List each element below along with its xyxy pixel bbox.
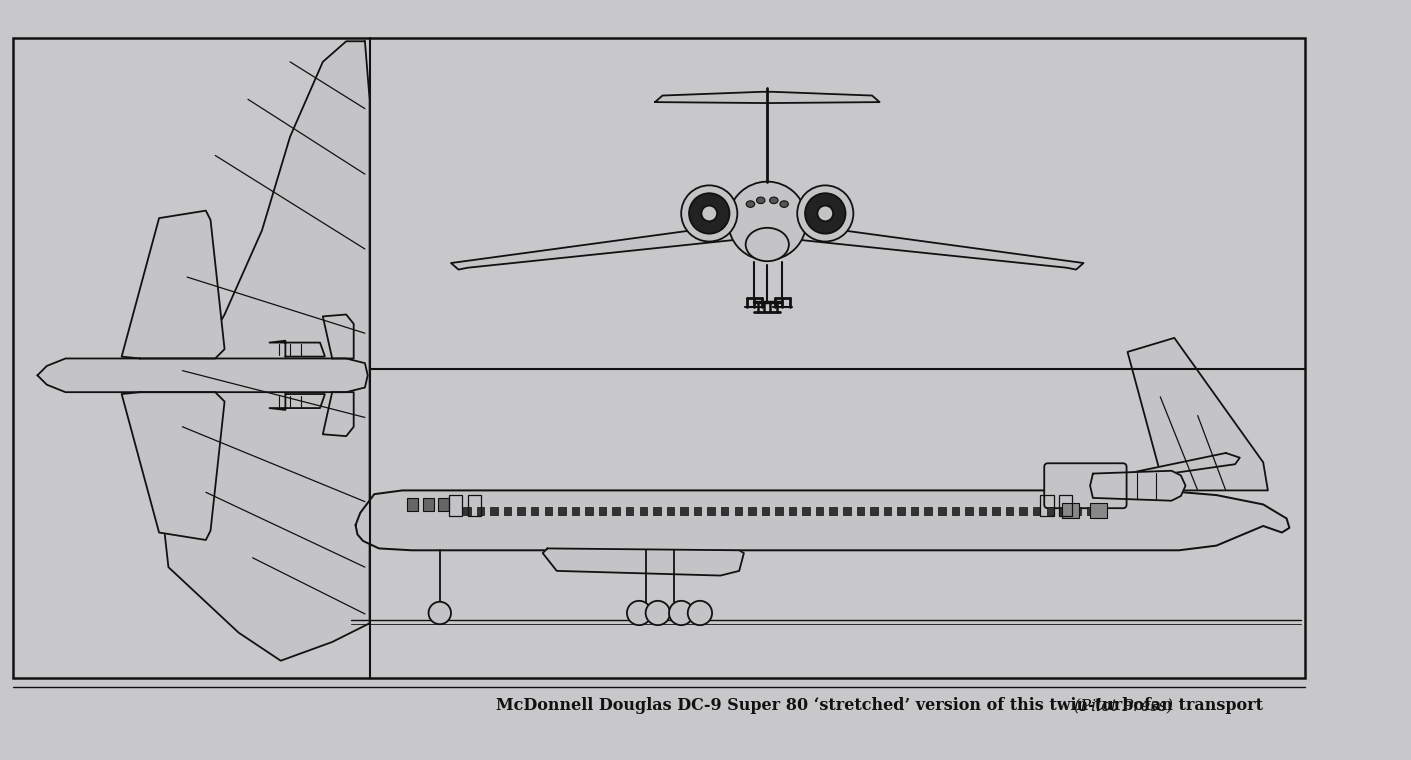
Circle shape bbox=[626, 601, 652, 625]
Bar bbox=[406, 498, 418, 511]
Bar bbox=[666, 507, 674, 515]
Circle shape bbox=[682, 185, 738, 242]
Polygon shape bbox=[356, 490, 1290, 550]
Polygon shape bbox=[159, 41, 370, 660]
Bar bbox=[531, 507, 539, 515]
Circle shape bbox=[687, 601, 713, 625]
Circle shape bbox=[646, 601, 670, 625]
Circle shape bbox=[669, 601, 693, 625]
Bar bbox=[504, 507, 511, 515]
FancyBboxPatch shape bbox=[1044, 464, 1126, 508]
Bar bbox=[992, 507, 1000, 515]
Bar bbox=[816, 507, 824, 515]
Bar bbox=[626, 507, 634, 515]
Ellipse shape bbox=[746, 201, 755, 207]
Polygon shape bbox=[270, 394, 325, 410]
Bar bbox=[612, 507, 619, 515]
Bar bbox=[477, 507, 484, 515]
Bar bbox=[437, 498, 449, 511]
Bar bbox=[762, 507, 769, 515]
Bar bbox=[883, 507, 892, 515]
Circle shape bbox=[817, 206, 832, 221]
Circle shape bbox=[429, 602, 452, 624]
Polygon shape bbox=[121, 392, 224, 540]
Bar bbox=[1074, 507, 1081, 515]
Bar bbox=[1091, 502, 1108, 518]
Bar bbox=[803, 507, 810, 515]
Bar bbox=[1060, 495, 1072, 516]
Polygon shape bbox=[121, 211, 224, 359]
Bar bbox=[423, 498, 435, 511]
Ellipse shape bbox=[756, 197, 765, 204]
Bar bbox=[1062, 502, 1079, 518]
Bar bbox=[1019, 507, 1027, 515]
Polygon shape bbox=[543, 549, 744, 575]
Bar bbox=[463, 507, 471, 515]
Bar bbox=[1033, 507, 1040, 515]
Circle shape bbox=[701, 206, 717, 221]
Bar bbox=[912, 507, 919, 515]
Bar bbox=[1040, 495, 1054, 516]
Polygon shape bbox=[38, 359, 368, 392]
Bar bbox=[490, 507, 498, 515]
Text: (Pilot Press): (Pilot Press) bbox=[1074, 697, 1173, 714]
Bar bbox=[598, 507, 607, 515]
Bar bbox=[449, 495, 463, 516]
Bar bbox=[735, 507, 742, 515]
Circle shape bbox=[806, 193, 845, 233]
Bar bbox=[559, 507, 566, 515]
Bar bbox=[748, 507, 755, 515]
Polygon shape bbox=[1091, 470, 1185, 501]
Bar bbox=[545, 507, 552, 515]
Ellipse shape bbox=[769, 197, 777, 204]
Polygon shape bbox=[797, 225, 1084, 270]
Bar bbox=[518, 507, 525, 515]
Circle shape bbox=[797, 185, 854, 242]
Bar bbox=[1088, 507, 1095, 515]
Text: McDonnell Douglas DC-9 Super 80 ‘stretched’ version of this twin-turbofan transp: McDonnell Douglas DC-9 Super 80 ‘stretch… bbox=[495, 697, 1268, 714]
Polygon shape bbox=[452, 225, 738, 270]
Bar bbox=[830, 507, 837, 515]
Polygon shape bbox=[323, 392, 354, 436]
Ellipse shape bbox=[780, 201, 789, 207]
Bar bbox=[1006, 507, 1013, 515]
Ellipse shape bbox=[745, 228, 789, 261]
Bar bbox=[653, 507, 660, 515]
Circle shape bbox=[728, 182, 807, 260]
Bar bbox=[842, 507, 851, 515]
Bar bbox=[856, 507, 864, 515]
Bar bbox=[979, 507, 986, 515]
Polygon shape bbox=[270, 340, 325, 356]
Bar bbox=[897, 507, 904, 515]
Bar bbox=[775, 507, 783, 515]
Bar bbox=[680, 507, 687, 515]
Polygon shape bbox=[1127, 338, 1268, 490]
Bar bbox=[965, 507, 972, 515]
Polygon shape bbox=[323, 315, 354, 359]
Circle shape bbox=[689, 193, 729, 233]
Bar bbox=[571, 507, 579, 515]
Bar bbox=[924, 507, 931, 515]
Bar bbox=[789, 507, 796, 515]
Bar bbox=[721, 507, 728, 515]
Bar bbox=[871, 507, 878, 515]
Polygon shape bbox=[655, 92, 879, 103]
Bar bbox=[694, 507, 701, 515]
Bar bbox=[1060, 507, 1068, 515]
Bar bbox=[468, 495, 481, 516]
Bar bbox=[586, 507, 593, 515]
Bar bbox=[639, 507, 648, 515]
Bar bbox=[938, 507, 945, 515]
Polygon shape bbox=[1105, 453, 1240, 489]
Bar bbox=[951, 507, 959, 515]
Bar bbox=[707, 507, 715, 515]
Bar bbox=[1047, 507, 1054, 515]
